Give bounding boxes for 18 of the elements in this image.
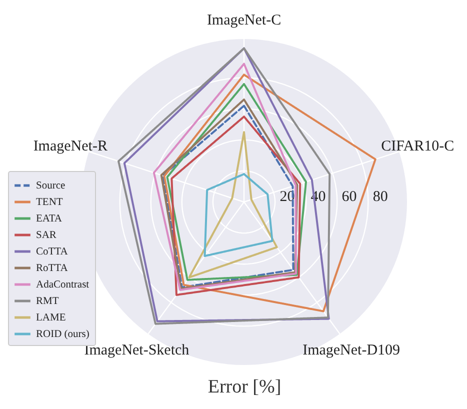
legend-label: AdaContrast	[36, 280, 90, 290]
spoke-label: ImageNet-D109	[302, 342, 400, 359]
text: Error [%]	[208, 376, 282, 398]
spoke-label: CIFAR10-C	[381, 138, 454, 155]
spoke-label: ImageNet-Sketch	[84, 342, 190, 359]
legend-label: TENT	[36, 197, 64, 208]
legend-label: Source	[36, 180, 66, 192]
legend-label: RMT	[36, 296, 60, 307]
legend-label: RoTTA	[36, 263, 68, 274]
legend-label: ROID (ours)	[36, 329, 90, 340]
legend-label: LAME	[36, 312, 66, 324]
legend-label: SAR	[36, 230, 56, 241]
legend-label: EATA	[36, 214, 62, 224]
spoke-label: ImageNet-R	[33, 138, 108, 155]
y-tick-label: 60	[342, 188, 357, 205]
legend-label: CoTTA	[36, 246, 68, 258]
spoke-label: ImageNet-C	[206, 12, 282, 28]
y-tick-label: 80	[372, 188, 388, 205]
